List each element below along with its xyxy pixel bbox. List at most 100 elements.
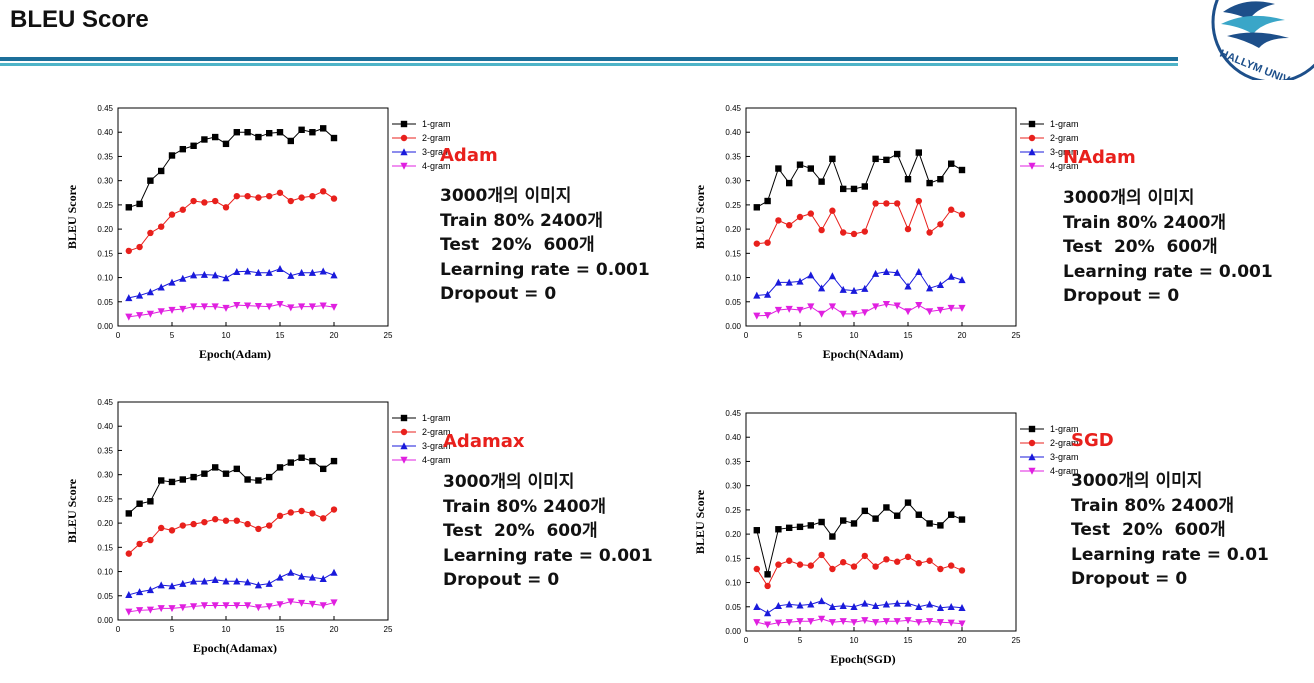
data-point (254, 581, 262, 589)
chart-sgd: 0.00 0.05 0.10 0.15 0.20 0.25 0.30 0.35 0.40 0.45… (688, 403, 1079, 683)
y-tick-label: 0.20 (725, 530, 741, 539)
series-1-gram (125, 125, 338, 211)
data-point (786, 557, 793, 564)
data-point (276, 512, 284, 520)
x-tick-label: 15 (904, 331, 913, 340)
legend-label: 1-gram (1050, 424, 1079, 434)
data-point (883, 200, 890, 207)
data-point (287, 304, 295, 312)
data-point (266, 192, 273, 200)
y-tick-label: 0.10 (725, 274, 741, 283)
legend-label: 4-gram (422, 455, 451, 465)
data-point (786, 222, 793, 229)
data-point (125, 550, 132, 557)
y-tick-label: 0.45 (97, 398, 113, 407)
legend-marker (1028, 453, 1036, 461)
data-point (308, 573, 316, 581)
data-point (883, 156, 890, 164)
legend-marker (400, 120, 408, 128)
data-point (276, 129, 284, 136)
data-point (753, 565, 760, 573)
legend-label: 4-gram (1050, 161, 1079, 171)
data-point (926, 308, 934, 316)
data-point (168, 152, 176, 159)
data-point (330, 457, 338, 465)
series-1-gram (125, 454, 338, 517)
data-point (201, 470, 208, 477)
data-point (287, 509, 294, 516)
legend-marker (1028, 148, 1036, 156)
info-line: Dropout = 0 (440, 284, 557, 304)
data-point (233, 465, 240, 473)
legend-marker (400, 442, 408, 450)
data-point (158, 223, 165, 230)
data-point (904, 308, 912, 316)
data-point (796, 561, 804, 568)
data-point (265, 603, 273, 611)
data-point (893, 268, 901, 276)
data-point (926, 600, 934, 608)
data-point (136, 291, 144, 299)
x-axis-label: Epoch(SGD) (830, 652, 895, 666)
data-point (308, 268, 316, 276)
legend-label: 4-gram (422, 161, 451, 171)
data-point (785, 619, 793, 627)
data-point (222, 204, 230, 211)
data-point (276, 301, 284, 308)
info-line: Test 20% 600개 (443, 521, 598, 541)
data-point (883, 504, 890, 511)
data-point (330, 134, 338, 142)
y-tick-label: 0.45 (725, 409, 741, 418)
data-point (840, 559, 847, 566)
legend-marker (1028, 467, 1036, 475)
data-point (926, 229, 933, 236)
data-point (774, 602, 782, 610)
data-point (125, 313, 133, 321)
y-tick-label: 0.10 (97, 568, 113, 577)
legend-entry: 2-gram (392, 133, 451, 143)
data-point (904, 225, 912, 233)
legend-label: 3-gram (422, 147, 451, 157)
info-line: Train 80% 2400개 (440, 210, 603, 231)
y-tick-label: 0.35 (97, 152, 113, 161)
legend-marker (400, 414, 408, 422)
data-point (147, 177, 154, 184)
data-point (861, 284, 869, 292)
data-point (775, 526, 782, 533)
data-point (233, 129, 240, 136)
y-tick-label: 0.30 (97, 471, 113, 480)
series-3-gram (125, 568, 338, 599)
legend-entry: 3-gram (1020, 147, 1079, 157)
hallym-logo: HALLYM UNIV (1205, 0, 1314, 80)
legend-entry: 1-gram (392, 119, 451, 129)
data-point (287, 598, 295, 606)
data-point (915, 619, 923, 627)
y-tick-label: 0.00 (97, 616, 113, 625)
data-point (764, 239, 771, 246)
data-point (958, 603, 966, 611)
data-point (319, 602, 327, 610)
legend-marker (400, 428, 408, 436)
legend-label: 1-gram (1050, 119, 1079, 129)
y-tick-label: 0.30 (97, 177, 113, 186)
x-tick-label: 25 (1012, 331, 1021, 340)
data-point (136, 607, 144, 615)
y-tick-label: 0.25 (97, 495, 113, 504)
data-point (298, 268, 306, 276)
data-point (894, 558, 901, 565)
series-2-gram (753, 551, 966, 590)
data-point (872, 269, 880, 277)
y-tick-label: 0.20 (725, 225, 741, 234)
data-point (319, 267, 327, 275)
data-point (190, 577, 198, 585)
x-tick-label: 0 (744, 331, 749, 340)
data-point (850, 520, 858, 527)
info-line: Train 80% 2400개 (1063, 212, 1226, 233)
data-point (807, 618, 815, 626)
data-point (948, 562, 955, 569)
y-tick-label: 0.40 (725, 433, 741, 442)
data-point (904, 599, 912, 607)
data-point (244, 476, 251, 483)
x-tick-label: 0 (116, 331, 121, 340)
data-point (807, 562, 814, 569)
